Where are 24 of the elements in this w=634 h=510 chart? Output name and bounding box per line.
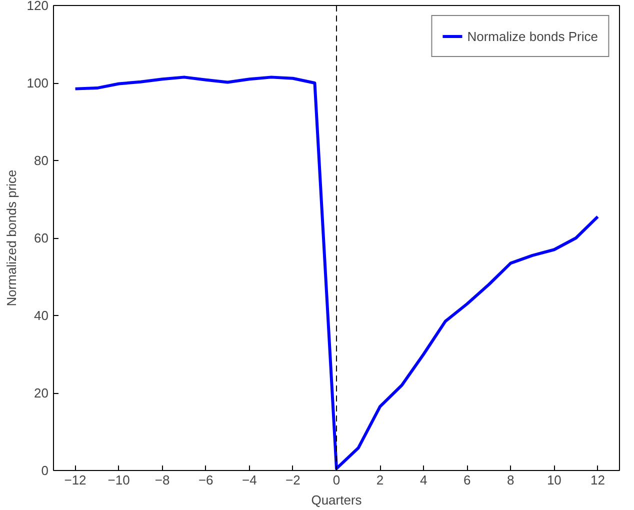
x-tick-label: 0 xyxy=(332,472,340,488)
x-tick-label: −10 xyxy=(108,472,130,488)
x-tick-label: 6 xyxy=(464,472,471,488)
x-tick-label: 8 xyxy=(507,472,514,488)
x-tick-label: 10 xyxy=(546,472,562,488)
y-tick-label: 80 xyxy=(34,153,49,168)
x-tick-label: −4 xyxy=(242,472,257,488)
x-axis-title: Quarters xyxy=(311,492,362,508)
y-tick-label: 0 xyxy=(41,463,49,478)
x-tick-label: −12 xyxy=(64,472,86,488)
y-tick-label: 120 xyxy=(26,0,49,13)
y-tick-label: 100 xyxy=(26,76,49,90)
x-tick-label: 12 xyxy=(590,472,605,488)
y-tick-label: 20 xyxy=(34,386,49,400)
y-tick-label: 60 xyxy=(34,230,49,246)
x-tick-label: 4 xyxy=(420,472,428,488)
y-tick-label: 40 xyxy=(34,308,49,323)
x-tick-label: −6 xyxy=(198,472,214,488)
y-axis-title: Normalized bonds price xyxy=(4,170,19,306)
x-tick-label: 2 xyxy=(376,472,384,488)
line-series xyxy=(74,76,600,470)
x-tick-label: −2 xyxy=(286,472,300,488)
x-tick-label: −8 xyxy=(154,472,170,488)
legend-label: Normalize bonds Price xyxy=(467,28,598,44)
